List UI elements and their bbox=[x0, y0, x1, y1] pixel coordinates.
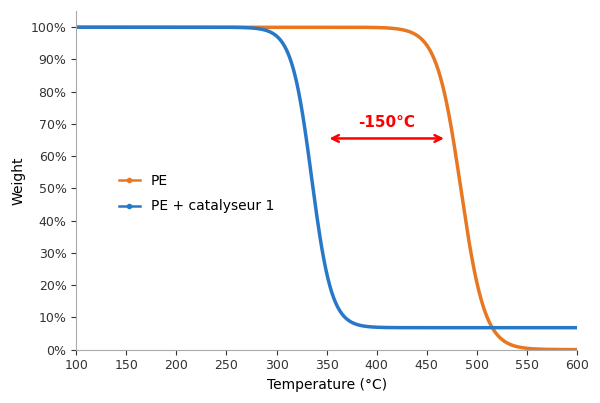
Legend: PE, PE + catalyseur 1: PE, PE + catalyseur 1 bbox=[113, 169, 280, 219]
Text: -150°C: -150°C bbox=[358, 115, 415, 131]
Y-axis label: Weight: Weight bbox=[11, 156, 25, 205]
X-axis label: Temperature (°C): Temperature (°C) bbox=[266, 378, 386, 392]
